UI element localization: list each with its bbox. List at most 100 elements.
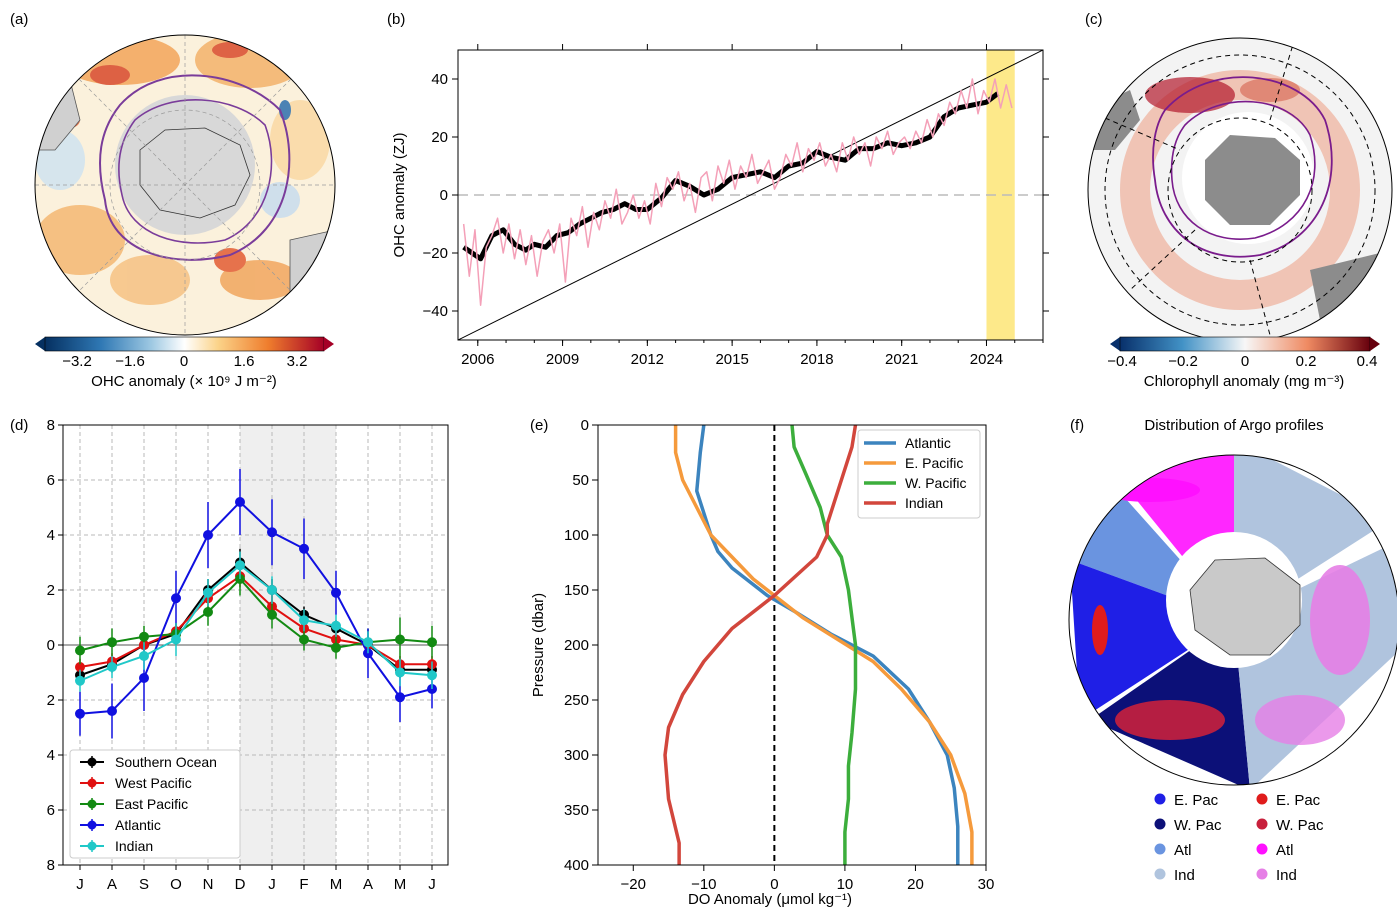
panel-d-label: (d) bbox=[10, 417, 28, 434]
seasonal-legend: Southern Ocean West Pacific East Pacific At… bbox=[69, 749, 241, 859]
legend-swatch-marker bbox=[87, 778, 97, 788]
argo-legend-label: E. Pac bbox=[1174, 792, 1219, 809]
panel-d: (d) 8 6 4 2 0 2 4 6 8 J A S O N D J F M A M J Southern Ocean… bbox=[10, 417, 449, 893]
ohc-colorbar-ticks: −3.2 −1.6 0 1.6 3.2 bbox=[62, 353, 307, 370]
x-tick-label: 2006 bbox=[461, 351, 494, 368]
argo-legend-marker bbox=[1154, 868, 1166, 880]
front-contour-inner bbox=[1170, 100, 1316, 240]
data-point bbox=[203, 587, 213, 598]
month-label: M bbox=[330, 876, 343, 893]
chlorophyll-colorbar-tick: −0.2 bbox=[1168, 353, 1198, 370]
panel-b-frame bbox=[457, 49, 1044, 341]
ohc-map bbox=[35, 35, 335, 335]
y-tick-label: 2 bbox=[47, 582, 55, 599]
chlorophyll-colorbar: −0.4 −0.2 0 0.2 0.4 Chlorophyll anomaly … bbox=[1107, 336, 1380, 390]
x-tick-label: 2012 bbox=[631, 351, 664, 368]
series-line bbox=[79, 577, 433, 652]
data-point bbox=[395, 692, 405, 703]
series-line bbox=[79, 563, 433, 682]
argo-legend-marker bbox=[1256, 793, 1268, 805]
y-tick-label: 250 bbox=[564, 692, 589, 709]
month-label: M bbox=[394, 876, 407, 893]
x-tick-label: 2018 bbox=[800, 351, 833, 368]
ohc-colorbar-label: OHC anomaly (× 10⁹ J m⁻²) bbox=[91, 373, 277, 390]
x-tick-label: 30 bbox=[978, 876, 995, 893]
legend-swatch-marker bbox=[87, 820, 97, 830]
data-point bbox=[235, 560, 245, 571]
panel-f-label: (f) bbox=[1070, 417, 1084, 434]
argo-legend-marker bbox=[1154, 843, 1166, 855]
panel-a-label: (a) bbox=[10, 11, 28, 28]
y-tick-label: 100 bbox=[564, 527, 589, 544]
panel-d-frame bbox=[62, 424, 449, 866]
data-point bbox=[395, 634, 405, 645]
antarctica-coast bbox=[139, 127, 251, 219]
data-point bbox=[171, 593, 181, 604]
data-point bbox=[267, 609, 277, 620]
ohc-timeseries-plot: 2006 2009 2012 2015 2018 2021 2024 −40 −20 0 20 40 bbox=[423, 44, 1049, 368]
data-point bbox=[427, 637, 437, 648]
x-tick-label: 10 bbox=[837, 876, 854, 893]
panel-c-label: (c) bbox=[1085, 11, 1103, 28]
argo-atl-inner bbox=[1100, 478, 1200, 502]
antarctica-landmass bbox=[1189, 557, 1301, 656]
y-tick-label: 300 bbox=[564, 747, 589, 764]
seasonal-legend-box bbox=[69, 749, 241, 859]
data-point bbox=[395, 667, 405, 678]
argo-legend-marker bbox=[1256, 818, 1268, 830]
argo-epac-region bbox=[1070, 560, 1234, 720]
y-tick-label: 0 bbox=[581, 417, 589, 434]
month-label: N bbox=[203, 876, 214, 893]
argo-legend-marker bbox=[1256, 843, 1268, 855]
argo-legend-label: Ind bbox=[1276, 867, 1297, 884]
profile-e-pacific bbox=[673, 425, 974, 865]
chlorophyll-colorbar-tick: 0 bbox=[1241, 353, 1249, 370]
argo-legend-label: Ind bbox=[1174, 867, 1195, 884]
argo-legend-label: E. Pac bbox=[1276, 792, 1321, 809]
chlorophyll-bloom bbox=[1240, 78, 1300, 102]
data-point bbox=[139, 651, 149, 661]
month-label: J bbox=[428, 876, 436, 893]
y-tick-label: 4 bbox=[47, 747, 55, 764]
legend-label: Indian bbox=[905, 495, 943, 511]
data-point bbox=[331, 642, 341, 653]
legend-swatch-marker bbox=[87, 841, 97, 851]
x-tick-label: 20 bbox=[907, 876, 924, 893]
chlorophyll-anomaly-ring bbox=[1120, 70, 1360, 310]
y-tick-label: 8 bbox=[47, 857, 55, 874]
panel-a: (a) bbox=[10, 11, 336, 390]
x-tick-label: 2009 bbox=[546, 351, 579, 368]
y-tick-label: 150 bbox=[564, 582, 589, 599]
y-tick-label: 40 bbox=[431, 71, 448, 88]
do-profile-legend-box bbox=[857, 429, 981, 519]
data-point bbox=[75, 662, 85, 672]
chlorophyll-colorbar-tick: 0.2 bbox=[1296, 353, 1317, 370]
y-tick-label: 2 bbox=[47, 692, 55, 709]
chlorophyll-colorbar-ticks: −0.4 −0.2 0 0.2 0.4 bbox=[1107, 353, 1377, 370]
ohc-colorbar-tick: 0 bbox=[180, 353, 188, 370]
argo-legend-marker bbox=[1154, 793, 1166, 805]
panel-f: (f) Distribution of Argo profiles E. Pac… bbox=[1068, 417, 1397, 884]
panel-e-frame bbox=[597, 424, 987, 866]
chlorophyll-colorbar-label: Chlorophyll anomaly (mg m⁻³) bbox=[1144, 373, 1344, 390]
argo-ind-inner bbox=[1310, 565, 1370, 675]
data-point bbox=[75, 645, 85, 656]
ohc-colorbar-tick: −1.6 bbox=[115, 353, 145, 370]
argo-legend-label: Atl bbox=[1276, 842, 1294, 859]
data-point bbox=[331, 587, 341, 598]
data-point bbox=[427, 670, 437, 681]
argo-legend: E. Pac E. Pac W. Pac W. Pac Atl Atl Ind Ind bbox=[1154, 792, 1324, 884]
profile-indian bbox=[663, 425, 858, 865]
y-tick-label: 200 bbox=[564, 637, 589, 654]
profile-w-pacific bbox=[790, 425, 858, 865]
x-tick-label: 2024 bbox=[970, 351, 1003, 368]
data-point bbox=[203, 530, 213, 540]
month-label: D bbox=[235, 876, 246, 893]
month-label: J bbox=[76, 876, 84, 893]
ohc-colorbar-tick: 3.2 bbox=[287, 353, 308, 370]
legend-label: E. Pacific bbox=[905, 455, 963, 471]
data-point bbox=[299, 615, 309, 626]
month-label: F bbox=[299, 876, 308, 893]
series-atlantic bbox=[75, 469, 437, 739]
